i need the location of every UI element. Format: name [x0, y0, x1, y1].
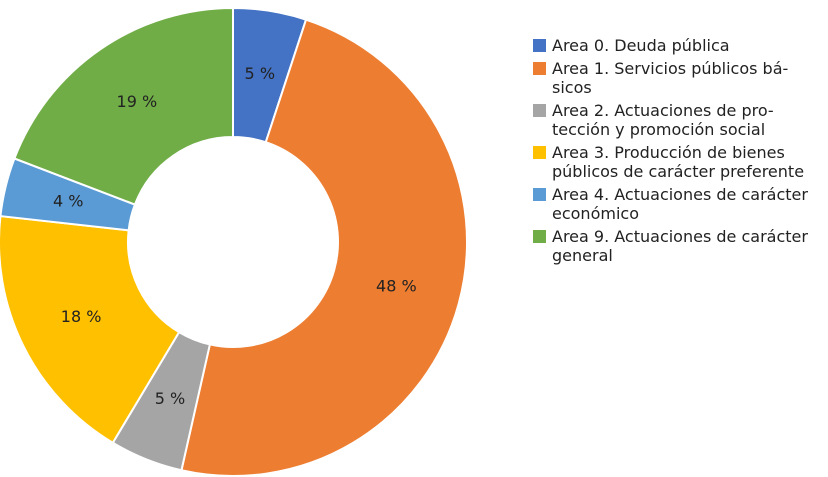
legend-item: Area 1. Servicios públicos bá- sicos: [533, 59, 828, 97]
legend-label: Area 1. Servicios públicos bá- sicos: [552, 59, 789, 97]
legend-item: Area 4. Actuaciones de carácter económic…: [533, 185, 828, 223]
legend-swatch: [533, 146, 546, 159]
data-label: 18 %: [61, 307, 102, 326]
legend-item: Area 2. Actuaciones de pro- tección y pr…: [533, 101, 828, 139]
data-label: 48 %: [376, 277, 417, 296]
legend-swatch: [533, 188, 546, 201]
data-label: 19 %: [117, 92, 158, 111]
legend-swatch: [533, 104, 546, 117]
data-label: 4 %: [53, 192, 83, 211]
donut-slice: [180, 18, 469, 477]
legend-label: Area 9. Actuaciones de carácter general: [552, 227, 808, 265]
legend-swatch: [533, 39, 546, 52]
legend: Area 0. Deuda pública Area 1. Servicios p…: [533, 36, 828, 269]
donut-chart: 5 % 48 % 5 % 18 % 4 % 19 %: [0, 6, 469, 477]
legend-label: Area 3. Producción de bienes públicos de…: [552, 143, 805, 181]
donut-slice: [13, 6, 234, 206]
data-label: 5 %: [155, 389, 185, 408]
donut-slice: [0, 215, 181, 445]
legend-label: Area 4. Actuaciones de carácter económic…: [552, 185, 808, 223]
legend-item: Area 9. Actuaciones de carácter general: [533, 227, 828, 265]
legend-label: Area 2. Actuaciones de pro- tección y pr…: [552, 101, 774, 139]
legend-item: Area 3. Producción de bienes públicos de…: [533, 143, 828, 181]
legend-label: Area 0. Deuda pública: [552, 36, 730, 55]
legend-swatch: [533, 62, 546, 75]
legend-item: Area 0. Deuda pública: [533, 36, 828, 55]
legend-swatch: [533, 230, 546, 243]
data-label: 5 %: [245, 64, 275, 83]
